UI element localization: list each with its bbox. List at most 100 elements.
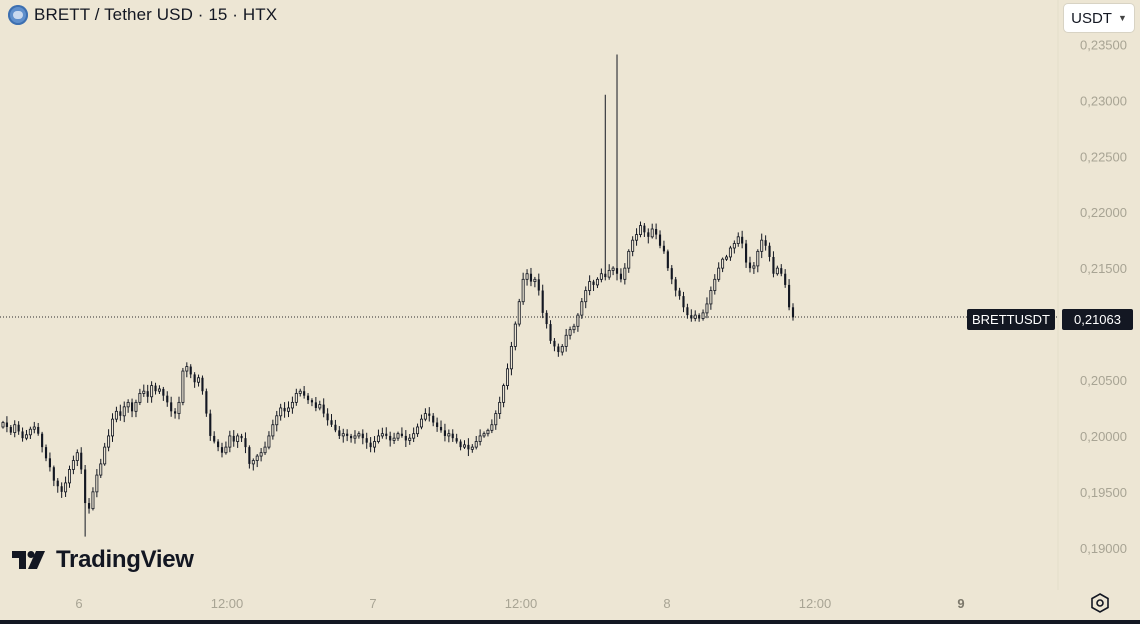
- x-tick-label: 9: [957, 596, 964, 611]
- candle: [174, 408, 177, 419]
- price-axis: 0,23500 0,23000 0,22500 0,22000 0,21500 0,205…: [1080, 37, 1127, 555]
- candle: [17, 421, 20, 435]
- candle: [584, 286, 588, 309]
- candle: [455, 433, 458, 444]
- candle: [267, 431, 271, 450]
- candle: [220, 442, 224, 458]
- candle: [533, 276, 537, 288]
- candle: [357, 431, 361, 439]
- candle: [217, 439, 220, 452]
- candle: [205, 388, 208, 417]
- y-tick-label: 0,19500: [1080, 485, 1127, 500]
- candle: [255, 453, 259, 468]
- candle: [436, 417, 439, 432]
- candle: [756, 249, 760, 273]
- candle: [287, 401, 290, 418]
- y-tick-label: 0,21500: [1080, 261, 1127, 276]
- candle: [138, 388, 142, 406]
- candle: [408, 433, 412, 445]
- chevron-down-icon: ▼: [1117, 13, 1127, 23]
- candle: [666, 249, 669, 271]
- candle: [1, 420, 5, 429]
- candle: [432, 413, 435, 427]
- candle: [87, 498, 91, 514]
- candle: [306, 393, 310, 404]
- symbol-price-tag: BRETTUSDT: [967, 309, 1055, 330]
- candle: [248, 445, 251, 469]
- candle: [670, 265, 673, 285]
- candle: [193, 372, 196, 388]
- candle: [21, 427, 24, 442]
- candle: [428, 407, 431, 422]
- candle: [607, 264, 611, 280]
- candle: [13, 420, 17, 438]
- y-tick-label: 0,19000: [1080, 541, 1127, 556]
- candle: [322, 398, 325, 418]
- candle: [228, 430, 232, 453]
- candle: [529, 267, 533, 287]
- candle: [71, 455, 75, 475]
- candle: [482, 431, 486, 438]
- candle: [146, 384, 149, 403]
- candle: [177, 396, 181, 420]
- x-tick-label: 12:00: [211, 596, 244, 611]
- candle: [647, 228, 650, 244]
- candle: [521, 272, 525, 305]
- candle: [303, 386, 306, 399]
- candle: [650, 223, 654, 239]
- candle: [369, 437, 372, 453]
- candle: [56, 478, 59, 493]
- candle: [41, 431, 44, 453]
- candle: [658, 230, 662, 249]
- candle: [373, 436, 377, 453]
- candle: [318, 400, 322, 411]
- settings-gear-icon[interactable]: [1089, 592, 1111, 614]
- candle: [764, 235, 767, 251]
- candle: [748, 256, 752, 273]
- candle: [631, 236, 635, 257]
- candle: [709, 286, 713, 310]
- candle: [111, 413, 114, 442]
- candle: [517, 298, 521, 327]
- candle: [263, 441, 267, 455]
- candle: [142, 384, 146, 397]
- candle: [283, 402, 286, 418]
- candle: [744, 239, 748, 268]
- candle: [232, 430, 235, 447]
- candle: [404, 430, 407, 447]
- candle: [68, 465, 71, 488]
- candle: [122, 401, 126, 423]
- candle: [741, 230, 744, 249]
- candle: [463, 440, 466, 449]
- candle: [721, 257, 725, 273]
- candle: [385, 427, 388, 440]
- symbol-title[interactable]: BRETT / Tether USD · 15 · HTX: [34, 5, 278, 24]
- candle: [611, 266, 615, 276]
- candle: [170, 396, 173, 417]
- candle: [326, 408, 329, 426]
- candle: [678, 287, 681, 300]
- candle: [760, 233, 764, 259]
- candle: [9, 425, 12, 436]
- candle: [478, 429, 482, 446]
- candle: [119, 404, 122, 421]
- candle: [693, 310, 697, 322]
- candle: [509, 341, 513, 376]
- tradingview-logo[interactable]: TradingView: [12, 546, 194, 574]
- candle: [604, 94, 607, 281]
- bottom-edge-bar: [0, 620, 1140, 624]
- currency-button[interactable]: USDT ▼: [1064, 4, 1134, 32]
- candle: [107, 429, 111, 452]
- candle: [251, 458, 255, 471]
- candle: [615, 54, 619, 281]
- candle: [474, 436, 478, 450]
- candle: [576, 313, 580, 332]
- candle: [24, 429, 28, 441]
- candle: [423, 408, 427, 422]
- candle: [353, 430, 357, 444]
- candle: [682, 291, 685, 313]
- candle: [396, 431, 400, 441]
- candle: [389, 431, 392, 447]
- candle: [568, 326, 572, 340]
